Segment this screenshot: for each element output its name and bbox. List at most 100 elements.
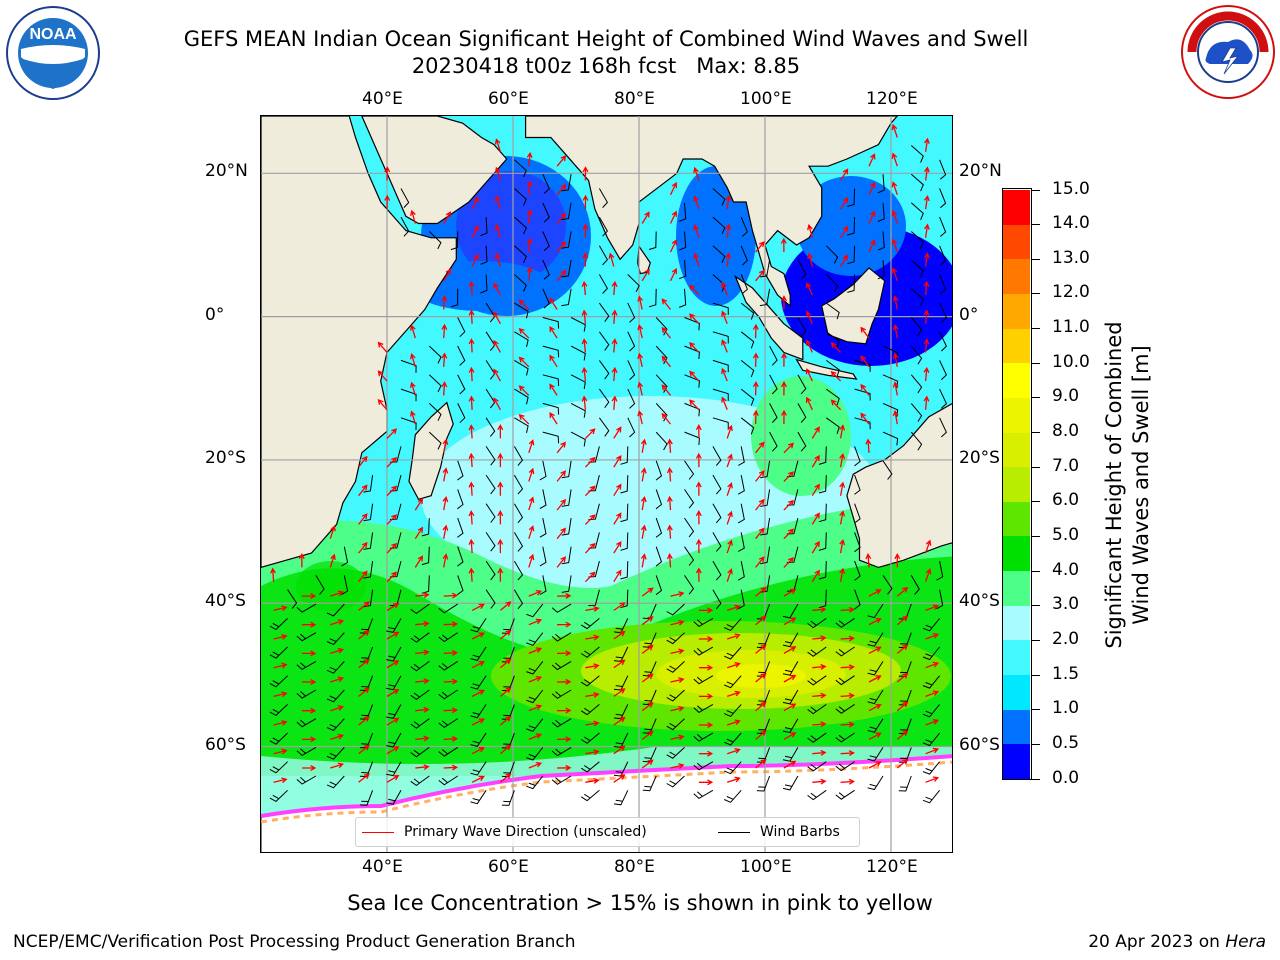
wave-direction-arrow [358,455,368,468]
wind-barb [620,503,629,523]
wave-direction-arrow [330,705,344,712]
wind-barb [826,331,840,348]
wave-direction-arrow [811,569,820,583]
wave-direction-arrow [441,381,448,396]
wind-barb [326,689,345,703]
wave-direction-arrow [783,588,797,597]
wave-direction-arrow [443,268,451,282]
sea-ice-edge-inner [261,760,952,824]
lat-tick-label-right: 60°S [959,734,1000,755]
wave-direction-arrow [689,284,700,296]
wind-barb [740,388,755,406]
wave-direction-arrow [783,732,797,740]
wave-direction-arrow [549,297,558,310]
wind-barb [723,675,742,689]
wind-barb [542,374,560,386]
wind-barb [835,646,855,657]
wind-barb [514,188,527,206]
wind-barb [740,245,749,266]
wave-direction-arrow [755,470,765,482]
wind-barb [756,775,771,792]
wind-barb [693,646,714,656]
wind-barb [740,331,755,349]
wind-barb [551,660,572,671]
wave-direction-arrow [386,485,398,497]
wave-direction-arrow [868,181,876,196]
wave-direction-arrow [386,631,400,640]
wave-direction-arrow [752,323,759,339]
wind-barb [760,489,771,507]
wave-direction-arrow [298,553,305,568]
wave-direction-arrow [641,616,654,626]
wave-direction-arrow [443,678,459,685]
wave-direction-arrow [726,776,741,783]
wave-direction-arrow [641,644,654,654]
wind-barb [835,761,855,772]
wind-barb [679,288,687,308]
wind-barb [457,575,464,596]
wind-barb [526,632,544,646]
wave-direction-arrow [329,525,336,539]
wave-direction-arrow [923,223,930,238]
wave-direction-arrow [611,338,618,353]
wave-direction-arrow [499,773,512,783]
wave-direction-arrow [896,701,909,712]
wave-direction-arrow [868,589,882,597]
legend-label-wind-barbs: Wind Barbs [760,824,840,840]
colorbar-tick-label: 4.0 [1052,559,1080,580]
wave-direction-arrow [585,691,600,698]
wave-direction-arrow [637,410,644,425]
wind-barb [826,417,840,434]
wave-direction-arrow [637,381,644,396]
colorbar-tick-label: 1.5 [1052,663,1080,684]
wave-direction-arrow [840,778,855,785]
legend-label-wave-direction: Primary Wave Direction (unscaled) [404,824,647,840]
wave-direction-arrow [386,456,398,468]
wind-barb [457,517,464,538]
wind-barb [526,747,544,761]
wind-barb [341,546,349,567]
wind-barb [514,159,527,178]
wind-barb [936,589,944,610]
wave-direction-arrow [640,467,647,482]
wind-barb [400,417,417,431]
wind-barb [818,446,827,465]
wind-barb [359,732,374,749]
wind-barb [740,360,755,378]
wave-direction-arrow [868,646,882,654]
wind-barb [570,374,586,390]
wave-direction-arrow [497,424,504,439]
colorbar-tick-label: 5.0 [1052,524,1080,545]
wave-direction-arrow [637,352,644,367]
wind-barb [740,216,748,237]
wave-direction-arrow [528,761,543,769]
wave-direction-arrow [669,210,678,224]
wind-barb [939,331,948,352]
wave-direction-arrow [497,481,504,496]
wind-barb [539,489,547,510]
wind-barb [539,517,547,538]
wave-direction-arrow [358,601,370,611]
colorbar-segment [1003,328,1030,364]
wave-direction-arrow [526,180,533,195]
wind-barb [769,345,778,366]
wave-direction-arrow [781,409,787,425]
wave-direction-arrow [556,155,567,167]
map-legend: Primary Wave Direction (unscaled) Wind B… [355,817,860,847]
wind-barb [712,359,729,373]
wave-direction-arrow [270,567,276,582]
wind-barb [598,302,610,322]
wind-barb [315,575,325,595]
wave-direction-arrow [613,716,626,726]
wave-direction-arrow [528,704,543,712]
wind-barb [835,617,855,628]
wave-direction-arrow [640,438,647,453]
wind-barb [807,703,827,715]
lat-tick-label-left: 0° [205,304,225,325]
wind-barb [513,503,524,524]
wind-barb [438,775,458,786]
wave-direction-arrow [670,705,685,712]
wave-direction-arrow [611,395,618,410]
lon-tick-label-top: 40°E [362,89,403,109]
wind-barb [769,374,778,395]
